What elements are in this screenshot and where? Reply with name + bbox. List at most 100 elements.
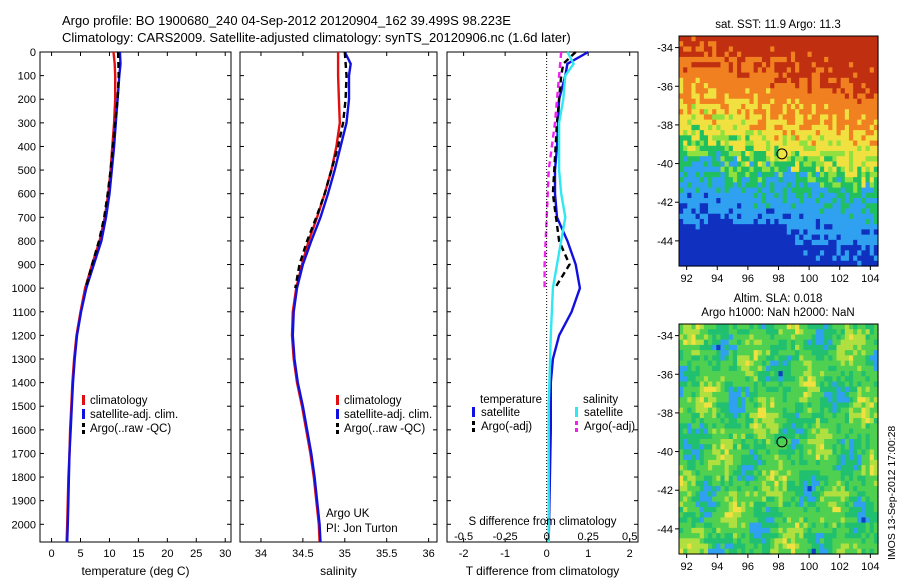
map-cell <box>774 496 780 503</box>
map-cell <box>853 93 858 100</box>
map-cell <box>683 77 688 84</box>
map-cell <box>786 355 792 362</box>
map-cell <box>786 140 792 147</box>
map-cell <box>732 260 738 267</box>
map-cell <box>716 41 722 48</box>
map-cell <box>741 192 746 199</box>
map-cell <box>679 171 684 178</box>
map-cell <box>815 386 821 393</box>
map-cell <box>848 41 854 48</box>
map-cell <box>757 533 763 539</box>
map-cell <box>699 151 705 157</box>
map-cell <box>782 501 788 508</box>
map-cell <box>828 386 833 393</box>
map-cell <box>848 192 854 199</box>
map-cell <box>795 77 800 84</box>
map-cell <box>803 83 809 89</box>
map-cell <box>844 77 850 84</box>
map-cell <box>745 234 751 241</box>
map-cell <box>749 496 755 503</box>
s-diff-tick-label: 0 <box>544 531 550 543</box>
map-cell <box>732 402 738 409</box>
map-cell <box>732 365 738 372</box>
map-cell <box>790 329 796 336</box>
map-cell <box>749 187 755 194</box>
map-cell <box>703 506 709 513</box>
map-cell <box>745 130 751 136</box>
map-cell <box>782 371 788 377</box>
map-cell <box>770 177 775 183</box>
map-x-tick-label: 94 <box>711 273 723 285</box>
map-cell <box>865 522 871 529</box>
map-cell <box>708 229 713 236</box>
map-cell <box>728 140 734 147</box>
map-cell <box>699 517 705 524</box>
map-cell <box>770 98 775 105</box>
map-cell <box>774 109 780 116</box>
map-cell <box>741 156 746 163</box>
map-cell <box>770 517 775 524</box>
map-cell <box>865 234 871 241</box>
map-cell <box>720 151 726 157</box>
map-cell <box>828 381 833 388</box>
map-cell <box>848 67 854 74</box>
map-cell <box>679 371 684 377</box>
map-cell <box>786 506 792 513</box>
map-cell <box>720 397 726 404</box>
map-cell <box>861 198 867 204</box>
map-cell <box>724 433 730 440</box>
map-cell <box>782 344 788 351</box>
map-cell <box>803 433 809 440</box>
map-cell <box>832 402 838 409</box>
map-cell <box>819 381 825 388</box>
map-cell <box>757 234 763 241</box>
map-cell <box>840 527 846 534</box>
map-cell <box>857 418 863 424</box>
map-cell <box>683 166 688 173</box>
map-cell <box>824 234 829 241</box>
map-cell <box>865 329 871 336</box>
map-cell <box>861 114 867 121</box>
legend-swatch <box>82 409 85 419</box>
map-cell <box>778 428 784 435</box>
map-cell <box>770 371 775 377</box>
map-cell <box>873 119 879 126</box>
map-cell <box>811 62 817 68</box>
map-cell <box>757 412 763 419</box>
map-cell <box>766 187 771 194</box>
map-cell <box>770 124 775 131</box>
map-cell <box>786 444 792 451</box>
map-cell <box>811 433 817 440</box>
map-cell <box>732 187 738 194</box>
map-cell <box>790 334 796 341</box>
map-cell <box>811 339 817 346</box>
map-cell <box>819 376 825 383</box>
map-cell <box>824 166 829 173</box>
map-cell <box>712 151 717 157</box>
map-cell <box>840 119 846 126</box>
map-cell <box>708 402 713 409</box>
map-cell <box>848 512 854 519</box>
map-cell <box>699 156 705 163</box>
map-cell <box>774 177 780 183</box>
map-cell <box>873 203 879 210</box>
map-cell <box>828 475 833 482</box>
map-cell <box>790 339 796 346</box>
map-cell <box>811 329 817 336</box>
map-cell <box>770 480 775 487</box>
map-cell <box>699 130 705 136</box>
map-cell <box>782 156 788 163</box>
map-cell <box>836 486 842 492</box>
map-cell <box>741 344 746 351</box>
map-cell <box>757 213 763 220</box>
map-cell <box>786 339 792 346</box>
map-cell <box>815 391 821 398</box>
map-cell <box>790 140 796 147</box>
map-cell <box>732 130 738 136</box>
map-cell <box>716 203 722 210</box>
map-cell <box>865 124 871 131</box>
map-cell <box>724 36 730 42</box>
map-cell <box>720 527 726 534</box>
map-cell <box>753 156 759 163</box>
map-cell <box>741 512 746 519</box>
